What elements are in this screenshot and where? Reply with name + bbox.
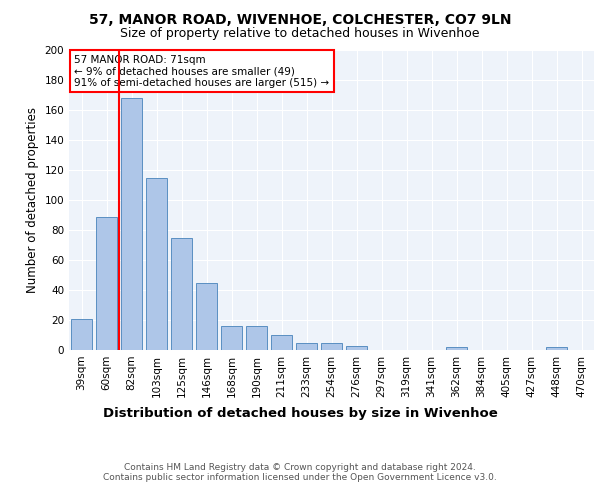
Text: 57 MANOR ROAD: 71sqm
← 9% of detached houses are smaller (49)
91% of semi-detach: 57 MANOR ROAD: 71sqm ← 9% of detached ho… (74, 54, 329, 88)
Bar (221, 326, 242, 350)
Text: 57, MANOR ROAD, WIVENHOE, COLCHESTER, CO7 9LN: 57, MANOR ROAD, WIVENHOE, COLCHESTER, CO… (89, 12, 511, 26)
Bar (346, 346, 367, 350)
Text: Contains HM Land Registry data © Crown copyright and database right 2024.
Contai: Contains HM Land Registry data © Crown c… (103, 462, 497, 482)
Bar (446, 347, 467, 350)
Bar (146, 178, 167, 350)
Bar (246, 326, 267, 350)
Y-axis label: Number of detached properties: Number of detached properties (26, 107, 39, 293)
Bar (71, 318, 92, 350)
Text: Size of property relative to detached houses in Wivenhoe: Size of property relative to detached ho… (120, 28, 480, 40)
Bar (171, 238, 192, 350)
Text: Distribution of detached houses by size in Wivenhoe: Distribution of detached houses by size … (103, 408, 497, 420)
Bar (271, 335, 292, 350)
Bar (96, 216, 117, 350)
Bar (196, 282, 217, 350)
Bar (321, 342, 342, 350)
Bar (296, 342, 317, 350)
Bar (121, 98, 142, 350)
Bar (546, 347, 567, 350)
